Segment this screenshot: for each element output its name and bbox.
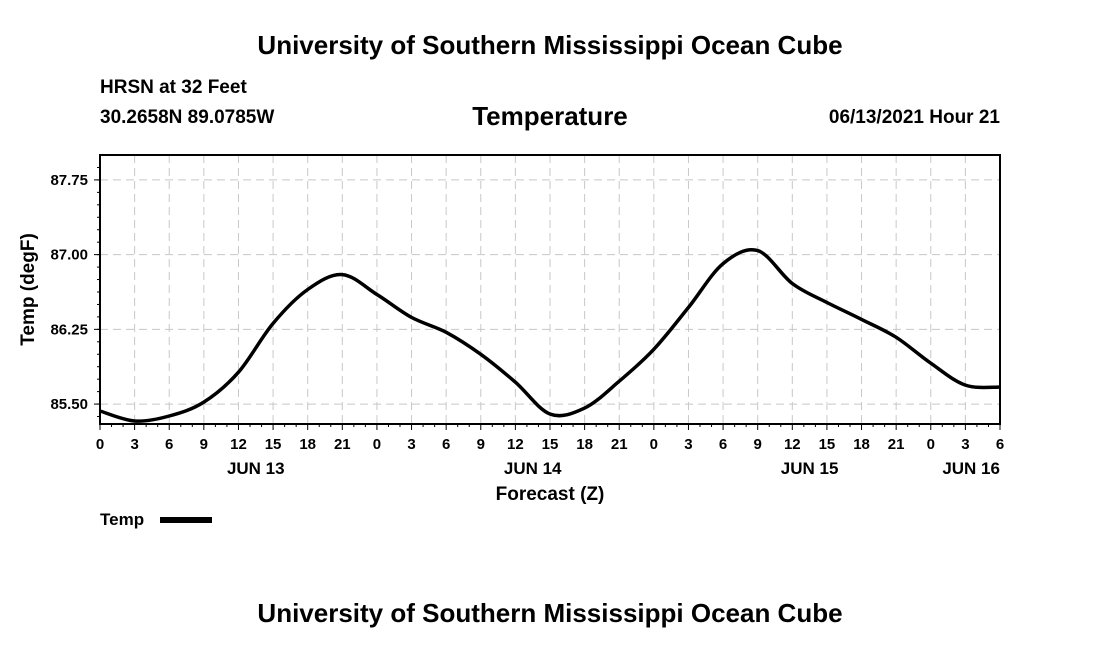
- x-tick-label: 0: [650, 436, 658, 453]
- grid-layer: [100, 155, 1000, 424]
- legend: Temp: [100, 510, 212, 529]
- legend-label: Temp: [100, 510, 144, 529]
- y-axis-title: Temp (degF): [18, 233, 39, 346]
- forecast-timestamp: 06/13/2021 Hour 21: [828, 107, 1000, 128]
- x-tick-label: 18: [853, 436, 870, 453]
- plot-frame: [99, 154, 1001, 425]
- x-tick-label: 12: [230, 436, 247, 453]
- y-tick-label: 87.75: [50, 172, 88, 189]
- x-tick-label: 9: [200, 436, 208, 453]
- x-tick-label: 3: [130, 436, 138, 453]
- x-tick-label: 12: [507, 436, 524, 453]
- date-label: JUN 13: [227, 459, 285, 478]
- x-tick-label: 0: [373, 436, 381, 453]
- date-label: JUN 14: [504, 459, 562, 478]
- y-tick-label: 86.25: [50, 321, 88, 338]
- x-tick-label: 0: [927, 436, 935, 453]
- x-tick-label: 6: [719, 436, 727, 453]
- chart-heading: Temperature: [472, 101, 628, 131]
- series-layer: [99, 248, 1001, 423]
- date-label: JUN 16: [942, 459, 1000, 478]
- x-tick-label: 15: [265, 436, 282, 453]
- station-label: HRSN at 32 Feet: [100, 77, 247, 98]
- x-tick-label: 3: [961, 436, 969, 453]
- date-label: JUN 15: [781, 459, 839, 478]
- x-tick-label: 9: [754, 436, 762, 453]
- x-tick-label: 3: [407, 436, 415, 453]
- x-tick-label: 21: [888, 436, 905, 453]
- bottom-title: University of Southern Mississippi Ocean…: [257, 598, 843, 628]
- x-tick-label: 21: [334, 436, 351, 453]
- y-tick-label: 85.50: [50, 396, 88, 413]
- x-tick-label: 3: [684, 436, 692, 453]
- x-tick-label: 21: [611, 436, 628, 453]
- x-tick-label: 18: [576, 436, 593, 453]
- x-axis-title: Forecast (Z): [496, 484, 605, 505]
- x-tick-label: 15: [542, 436, 559, 453]
- x-tick-label: 6: [165, 436, 173, 453]
- x-tick-label: 18: [299, 436, 316, 453]
- x-tick-label: 0: [96, 436, 104, 453]
- x-tick-label: 12: [784, 436, 801, 453]
- x-tick-label: 9: [477, 436, 485, 453]
- temp-series-line: [99, 248, 1001, 423]
- x-tick-label: 6: [442, 436, 450, 453]
- x-tick-label: 6: [996, 436, 1004, 453]
- top-title: University of Southern Mississippi Ocean…: [257, 30, 843, 60]
- y-tick-label: 87.00: [50, 247, 88, 264]
- ticks-layer: [94, 166, 1001, 430]
- labels-layer: 0 3 6 9 12 15 18 21 0 3 6 9 12 15 18 21 0 3 6 9 12 15 18 21 0 3 6 8…: [50, 172, 1004, 478]
- coordinates-label: 30.2658N 89.0785W: [100, 107, 275, 128]
- x-tick-label: 15: [819, 436, 836, 453]
